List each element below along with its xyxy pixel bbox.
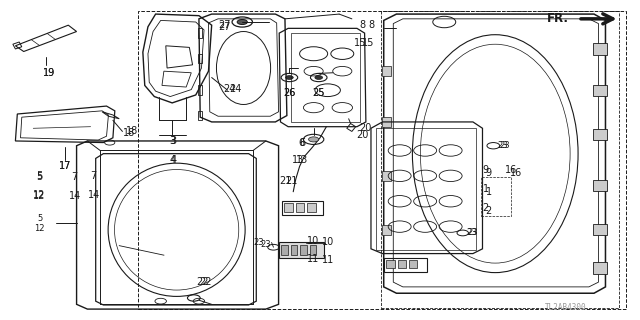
Text: 27: 27 [218,20,231,30]
Text: 16: 16 [505,164,517,174]
Bar [382,67,392,76]
Text: 23: 23 [253,238,264,247]
Text: 3: 3 [170,136,177,146]
Text: 2: 2 [483,203,489,212]
Text: 10: 10 [307,236,319,246]
Text: 14: 14 [88,190,100,200]
Text: 4: 4 [170,155,177,165]
Text: 13: 13 [292,155,304,165]
Text: 14: 14 [68,191,81,202]
Text: 20: 20 [360,123,372,133]
Text: 8: 8 [368,20,374,30]
Text: 5
12: 5 12 [35,214,45,233]
Text: 19: 19 [43,68,55,78]
Text: 5: 5 [36,171,43,181]
Text: 1: 1 [483,184,489,194]
Text: 6: 6 [299,138,305,148]
Text: 18: 18 [126,126,138,136]
Text: 21: 21 [285,176,298,186]
Text: FR.: FR. [547,12,568,25]
Text: 5: 5 [36,172,43,182]
Text: 27: 27 [218,22,231,32]
Text: 12: 12 [33,190,46,200]
Text: 22: 22 [196,277,209,287]
Text: 3: 3 [169,136,175,146]
Text: 4: 4 [169,155,175,165]
Text: 13: 13 [296,155,308,165]
Text: 8: 8 [360,20,366,30]
Circle shape [315,76,323,79]
Text: 11: 11 [321,255,334,265]
Bar [284,204,292,212]
Text: 7: 7 [72,172,78,182]
Bar [381,11,620,308]
Text: 20: 20 [356,130,369,140]
Circle shape [285,76,293,79]
Text: 23: 23 [467,228,477,237]
Bar [281,245,287,254]
Bar [310,245,316,254]
Text: 23: 23 [468,228,478,237]
Bar [481,178,511,215]
Text: 10: 10 [321,237,334,247]
Bar [593,129,607,140]
Bar [382,225,392,235]
Bar [382,117,392,127]
Text: 26: 26 [284,88,296,98]
Text: 7: 7 [91,171,97,181]
Bar [593,84,607,96]
Text: 2: 2 [486,206,492,216]
Text: 15: 15 [362,38,374,48]
Text: 21: 21 [279,176,291,186]
Text: 18: 18 [123,128,135,138]
Text: 23: 23 [499,141,510,150]
Bar [291,245,297,254]
Bar [593,180,607,191]
Circle shape [237,20,247,25]
Bar [593,262,607,274]
Bar [278,243,324,258]
Bar [409,260,417,268]
Text: 25: 25 [312,88,325,98]
Bar [307,204,316,212]
Text: 26: 26 [284,88,296,98]
Bar [296,204,304,212]
Text: 9: 9 [486,168,492,178]
Text: 25: 25 [312,88,325,98]
Text: 24: 24 [230,84,242,94]
Text: 23: 23 [260,240,271,249]
Text: 17: 17 [59,161,71,171]
Bar [382,171,392,180]
Text: 23: 23 [497,141,508,150]
Text: 17: 17 [59,161,71,171]
Text: 6: 6 [298,138,304,148]
Text: 12: 12 [33,191,46,202]
Bar [300,245,307,254]
Text: 1: 1 [486,187,492,197]
Text: 9: 9 [483,164,489,174]
Bar [387,260,394,268]
Bar [384,258,427,272]
Text: 19: 19 [43,68,55,78]
Bar [282,201,323,215]
Bar [593,43,607,55]
Text: 15: 15 [353,38,366,48]
Bar [138,11,626,309]
Text: 11: 11 [307,254,319,264]
Text: 16: 16 [510,168,522,178]
Bar [593,224,607,236]
Bar [397,260,406,268]
Text: 22: 22 [199,277,212,287]
Circle shape [308,137,319,142]
Text: 24: 24 [223,84,236,94]
Text: TL2AB4300: TL2AB4300 [545,303,586,312]
